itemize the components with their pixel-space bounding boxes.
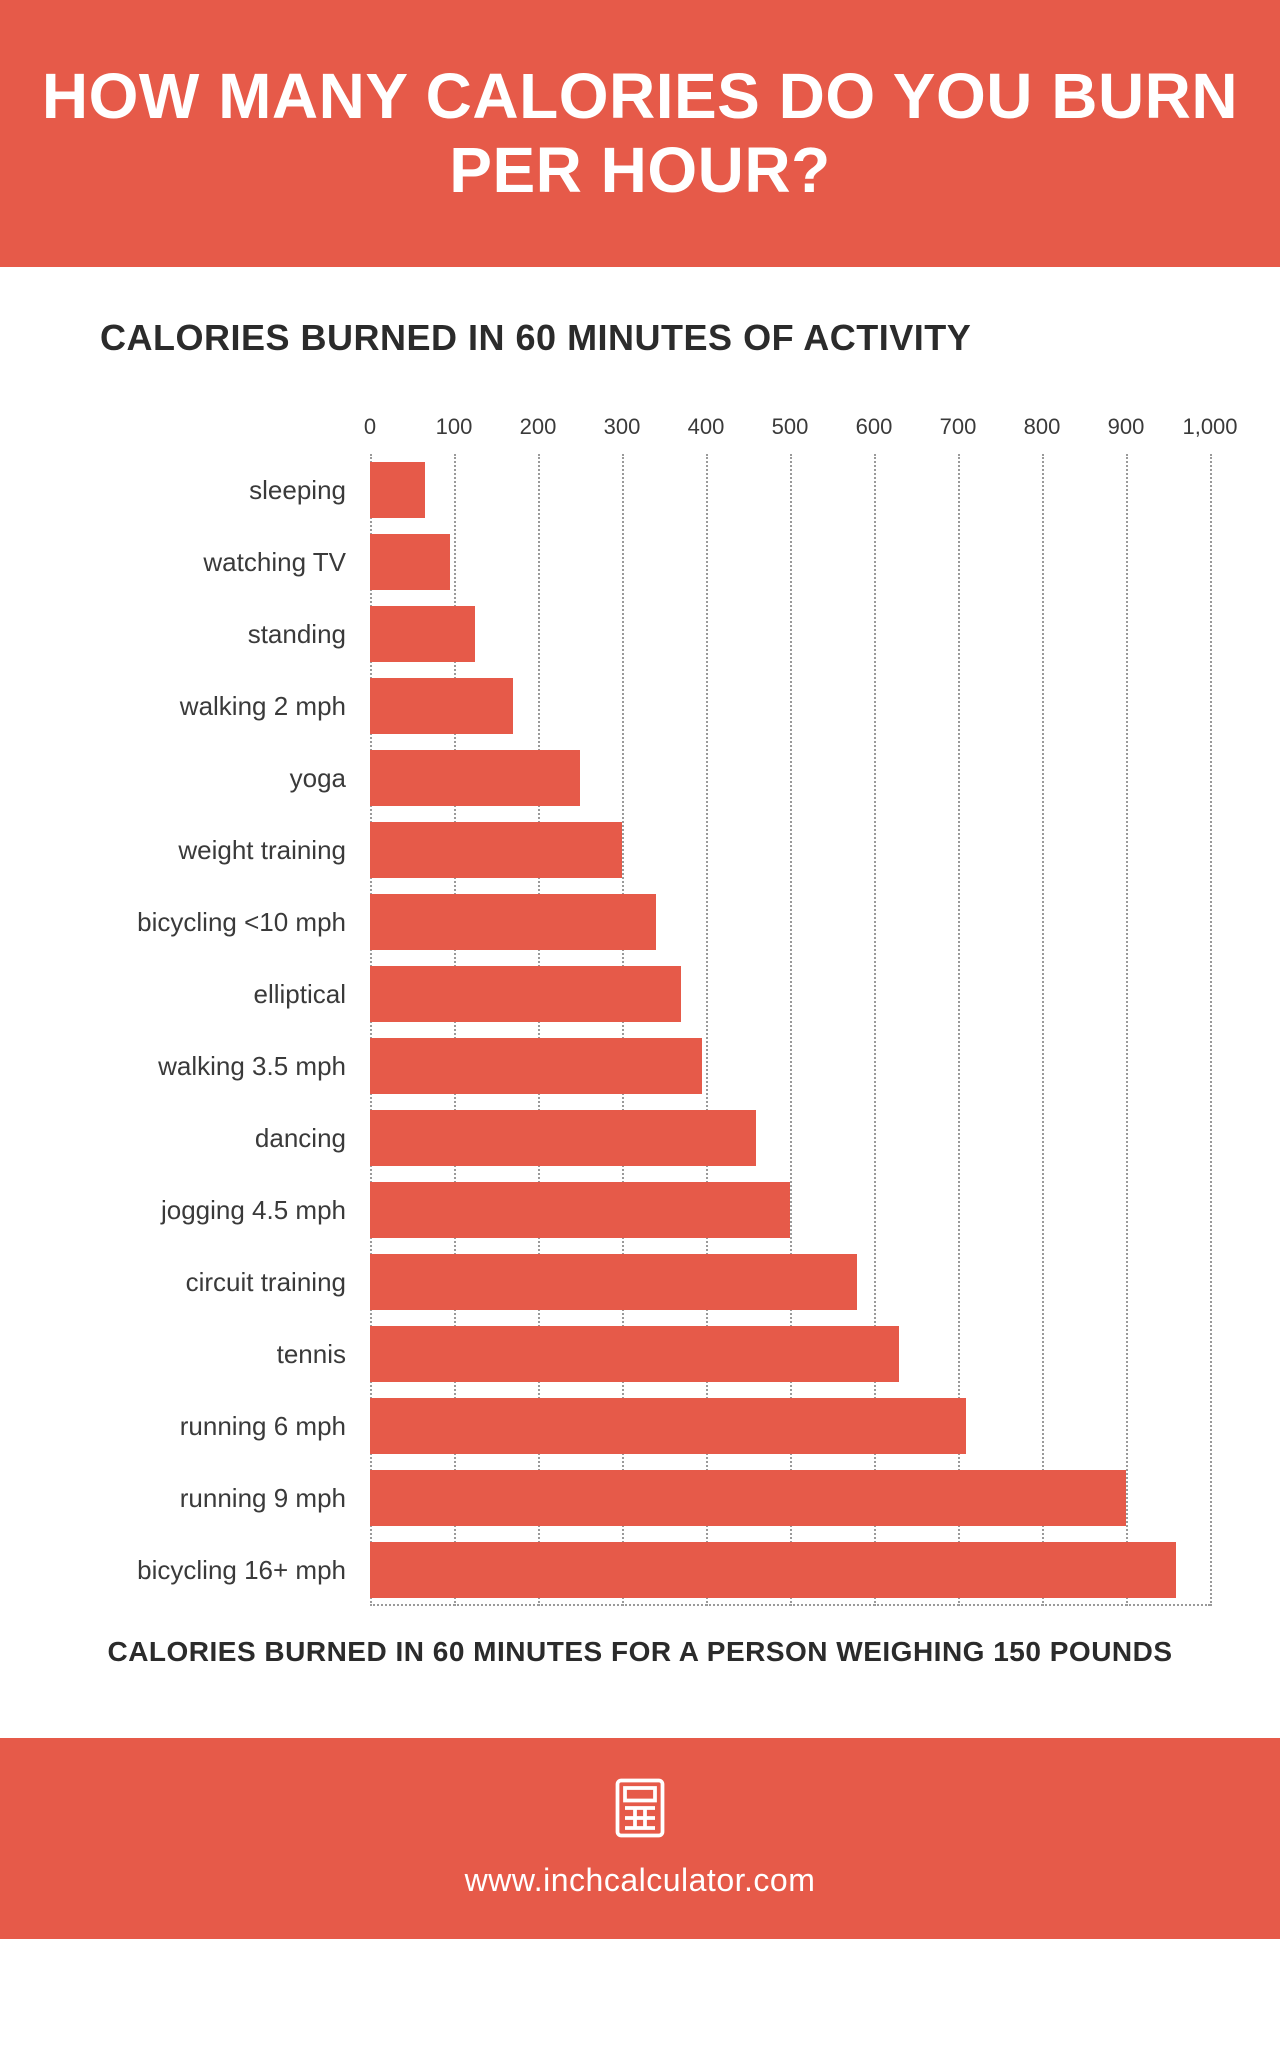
bar-row xyxy=(370,1390,1210,1462)
page-title: HOW MANY CALORIES DO YOU BURN PER HOUR? xyxy=(40,60,1240,207)
x-tick-label: 100 xyxy=(436,414,473,440)
x-tick-label: 1,000 xyxy=(1182,414,1237,440)
x-tick-label: 900 xyxy=(1108,414,1145,440)
bar xyxy=(370,1110,756,1166)
bar-label: walking 2 mph xyxy=(70,670,370,742)
bar xyxy=(370,1038,702,1094)
bar xyxy=(370,1470,1126,1526)
bar xyxy=(370,1542,1176,1598)
bar-label: tennis xyxy=(70,1318,370,1390)
bar xyxy=(370,822,622,878)
bar xyxy=(370,750,580,806)
plot-area: 01002003004005006007008009001,000 xyxy=(370,404,1210,1606)
bar-label: sleeping xyxy=(70,454,370,526)
bars-area xyxy=(370,454,1210,1606)
footer-url: www.inchcalculator.com xyxy=(0,1862,1280,1899)
footer-banner: www.inchcalculator.com xyxy=(0,1738,1280,1939)
bar-label: dancing xyxy=(70,1102,370,1174)
bar-label: standing xyxy=(70,598,370,670)
bar-row xyxy=(370,814,1210,886)
bar-row xyxy=(370,1246,1210,1318)
bar-row xyxy=(370,1102,1210,1174)
page: HOW MANY CALORIES DO YOU BURN PER HOUR? … xyxy=(0,0,1280,1939)
calculator-icon xyxy=(610,1778,670,1838)
bar xyxy=(370,606,475,662)
chart-footnote: CALORIES BURNED IN 60 MINUTES FOR A PERS… xyxy=(70,1636,1210,1668)
bar-row xyxy=(370,1318,1210,1390)
bar-row xyxy=(370,886,1210,958)
bar xyxy=(370,534,450,590)
x-tick-label: 500 xyxy=(772,414,809,440)
bar-row xyxy=(370,1030,1210,1102)
bar-label: running 6 mph xyxy=(70,1390,370,1462)
bar xyxy=(370,678,513,734)
x-tick-label: 700 xyxy=(940,414,977,440)
bar xyxy=(370,1182,790,1238)
bar-label: yoga xyxy=(70,742,370,814)
bar-label: bicycling 16+ mph xyxy=(70,1534,370,1606)
bar xyxy=(370,894,656,950)
x-axis-ticks: 01002003004005006007008009001,000 xyxy=(370,404,1210,454)
bar-row xyxy=(370,1174,1210,1246)
bar xyxy=(370,1326,899,1382)
bar-row xyxy=(370,1462,1210,1534)
bar-label: jogging 4.5 mph xyxy=(70,1174,370,1246)
x-tick-label: 800 xyxy=(1024,414,1061,440)
bar xyxy=(370,966,681,1022)
bar-label: circuit training xyxy=(70,1246,370,1318)
y-axis-labels: sleepingwatching TVstandingwalking 2 mph… xyxy=(70,404,370,1606)
x-tick-label: 300 xyxy=(604,414,641,440)
grid-line xyxy=(1210,454,1212,1606)
bar-label: weight training xyxy=(70,814,370,886)
bar-row xyxy=(370,742,1210,814)
bar-row xyxy=(370,598,1210,670)
bar-row xyxy=(370,958,1210,1030)
bar-row xyxy=(370,670,1210,742)
x-tick-label: 200 xyxy=(520,414,557,440)
bar-row xyxy=(370,454,1210,526)
bar-label: elliptical xyxy=(70,958,370,1030)
bar-label: watching TV xyxy=(70,526,370,598)
bar-label: walking 3.5 mph xyxy=(70,1030,370,1102)
chart-section: CALORIES BURNED IN 60 MINUTES OF ACTIVIT… xyxy=(0,267,1280,1738)
bar xyxy=(370,1398,966,1454)
chart: sleepingwatching TVstandingwalking 2 mph… xyxy=(70,404,1210,1606)
chart-subtitle: CALORIES BURNED IN 60 MINUTES OF ACTIVIT… xyxy=(100,317,1210,359)
bar-label: bicycling <10 mph xyxy=(70,886,370,958)
x-axis-line xyxy=(370,1604,1210,1606)
bar-row xyxy=(370,1534,1210,1606)
x-tick-label: 600 xyxy=(856,414,893,440)
bar xyxy=(370,1254,857,1310)
bar-label: running 9 mph xyxy=(70,1462,370,1534)
x-tick-label: 0 xyxy=(364,414,376,440)
bar-row xyxy=(370,526,1210,598)
header-banner: HOW MANY CALORIES DO YOU BURN PER HOUR? xyxy=(0,0,1280,267)
bar xyxy=(370,462,425,518)
x-tick-label: 400 xyxy=(688,414,725,440)
